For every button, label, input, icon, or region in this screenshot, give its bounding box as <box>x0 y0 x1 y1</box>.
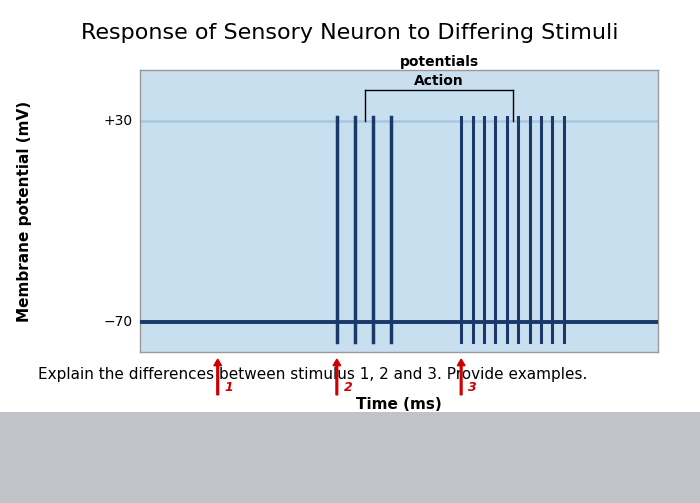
Text: potentials: potentials <box>400 54 479 68</box>
Text: −70: −70 <box>103 315 132 329</box>
Text: Explain the differences between stimulus 1, 2 and 3. Provide examples.: Explain the differences between stimulus… <box>38 367 588 382</box>
Text: Response of Sensory Neuron to Differing Stimuli: Response of Sensory Neuron to Differing … <box>81 23 619 43</box>
Text: 1: 1 <box>225 381 234 394</box>
Text: +30: +30 <box>103 114 132 128</box>
Text: 3: 3 <box>468 381 477 394</box>
Text: 2: 2 <box>344 381 353 394</box>
Text: Time (ms): Time (ms) <box>356 397 442 412</box>
Text: Action: Action <box>414 73 464 88</box>
Text: Membrane potential (mV): Membrane potential (mV) <box>17 101 32 322</box>
